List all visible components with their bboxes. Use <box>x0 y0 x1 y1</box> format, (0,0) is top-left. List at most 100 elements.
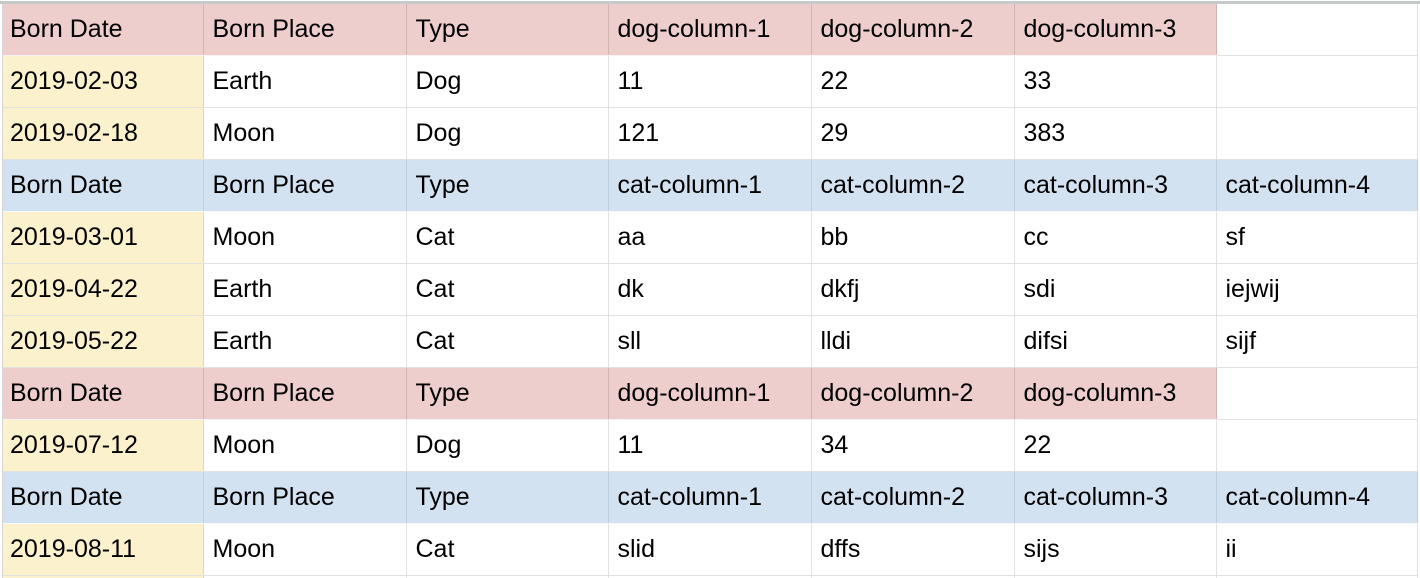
header-cell[interactable]: Type <box>406 471 609 524</box>
header-cell[interactable]: Born Place <box>203 4 407 56</box>
cell[interactable]: Earth <box>203 315 407 368</box>
table-row: 2019-04-22 Earth Cat dk dkfj sdi iejwij <box>3 263 1418 316</box>
cell[interactable]: difsi <box>1014 315 1217 368</box>
header-cell[interactable]: Type <box>406 4 609 56</box>
table-row: 2019-02-18 Moon Dog 121 29 383 <box>3 107 1418 160</box>
cell[interactable]: Earth <box>203 55 407 108</box>
cell[interactable]: 11 <box>608 55 812 108</box>
header-cell[interactable]: cat-column-3 <box>1014 471 1217 524</box>
cell[interactable]: Dog <box>406 107 609 160</box>
date-cell[interactable]: 2019-04-22 <box>3 263 204 316</box>
date-cell[interactable]: 2019-02-03 <box>3 55 204 108</box>
header-cell[interactable]: Born Date <box>3 159 204 212</box>
cell[interactable]: 22 <box>811 55 1015 108</box>
partial-cell <box>203 575 407 578</box>
date-cell[interactable]: 2019-03-01 <box>3 211 204 264</box>
cell[interactable]: Moon <box>203 419 407 472</box>
cell[interactable] <box>1216 55 1418 108</box>
cell[interactable]: sf <box>1216 211 1418 264</box>
partial-cell <box>1014 575 1217 578</box>
cell[interactable]: dffs <box>811 523 1015 576</box>
header-cell[interactable]: cat-column-4 <box>1216 471 1418 524</box>
cell[interactable]: 22 <box>1014 419 1217 472</box>
header-cell[interactable]: Type <box>406 159 609 212</box>
partial-cell <box>811 575 1015 578</box>
cell[interactable]: Moon <box>203 523 407 576</box>
header-cell[interactable]: dog-column-3 <box>1014 4 1217 56</box>
cell[interactable]: sijf <box>1216 315 1418 368</box>
partial-cell <box>3 575 204 578</box>
header-row-cat: Born Date Born Place Type cat-column-1 cat-c… <box>3 159 1418 212</box>
header-cell[interactable]: cat-column-3 <box>1014 159 1217 212</box>
left-gridline <box>2 4 3 578</box>
cell[interactable]: 11 <box>608 419 812 472</box>
cell[interactable]: dkfj <box>811 263 1015 316</box>
cell[interactable]: Cat <box>406 315 609 368</box>
header-cell[interactable]: dog-column-3 <box>1014 367 1217 420</box>
date-cell[interactable]: 2019-08-11 <box>3 523 204 576</box>
cell[interactable]: Moon <box>203 211 407 264</box>
date-cell[interactable]: 2019-02-18 <box>3 107 204 160</box>
header-cell[interactable]: Born Place <box>203 471 407 524</box>
header-cell[interactable]: cat-column-4 <box>1216 159 1418 212</box>
cell[interactable]: Moon <box>203 107 407 160</box>
header-row-dog: Born Date Born Place Type dog-column-1 dog-c… <box>3 367 1418 420</box>
cell[interactable]: 29 <box>811 107 1015 160</box>
table-row: 2019-07-12 Moon Dog 11 34 22 <box>3 419 1418 472</box>
table-row: 2019-03-01 Moon Cat aa bb cc sf <box>3 211 1418 264</box>
cell[interactable]: ii <box>1216 523 1418 576</box>
header-cell-empty[interactable] <box>1216 367 1418 420</box>
header-cell[interactable]: cat-column-1 <box>608 471 812 524</box>
table-row: 2019-08-11 Moon Cat slid dffs sijs ii <box>3 523 1418 576</box>
header-cell[interactable]: Type <box>406 367 609 420</box>
header-cell[interactable]: Born Date <box>3 4 204 56</box>
cell[interactable]: 33 <box>1014 55 1217 108</box>
date-cell[interactable]: 2019-07-12 <box>3 419 204 472</box>
header-cell[interactable]: dog-column-2 <box>811 4 1015 56</box>
header-cell-empty[interactable] <box>1216 4 1418 56</box>
frozen-row-divider <box>0 1 1420 4</box>
table-row: 2019-05-22 Earth Cat sll lldi difsi sijf <box>3 315 1418 368</box>
cell[interactable]: cc <box>1014 211 1217 264</box>
header-cell[interactable]: dog-column-1 <box>608 4 812 56</box>
cell[interactable]: 383 <box>1014 107 1217 160</box>
cell[interactable]: sll <box>608 315 812 368</box>
header-cell[interactable]: Born Place <box>203 367 407 420</box>
cell[interactable]: sdi <box>1014 263 1217 316</box>
header-cell[interactable]: Born Date <box>3 471 204 524</box>
header-cell[interactable]: cat-column-1 <box>608 159 812 212</box>
cell[interactable]: Cat <box>406 523 609 576</box>
cell[interactable]: 121 <box>608 107 812 160</box>
cell[interactable]: Cat <box>406 263 609 316</box>
data-table: Born Date Born Place Type dog-column-1 dog-c… <box>3 4 1418 578</box>
partial-cell <box>608 575 812 578</box>
partial-cell <box>406 575 609 578</box>
header-cell[interactable]: cat-column-2 <box>811 471 1015 524</box>
cell[interactable]: iejwij <box>1216 263 1418 316</box>
header-row-cat: Born Date Born Place Type cat-column-1 cat-c… <box>3 471 1418 524</box>
cell[interactable]: Dog <box>406 55 609 108</box>
cell[interactable]: Cat <box>406 211 609 264</box>
cell[interactable]: slid <box>608 523 812 576</box>
partial-row <box>3 575 1418 578</box>
header-cell[interactable]: dog-column-2 <box>811 367 1015 420</box>
cell[interactable]: aa <box>608 211 812 264</box>
cell[interactable]: dk <box>608 263 812 316</box>
cell[interactable] <box>1216 107 1418 160</box>
date-cell[interactable]: 2019-05-22 <box>3 315 204 368</box>
header-cell[interactable]: Born Date <box>3 367 204 420</box>
cell[interactable]: Dog <box>406 419 609 472</box>
cell[interactable]: Earth <box>203 263 407 316</box>
table-row: 2019-02-03 Earth Dog 11 22 33 <box>3 55 1418 108</box>
header-row-dog: Born Date Born Place Type dog-column-1 dog-c… <box>3 4 1418 56</box>
header-cell[interactable]: Born Place <box>203 159 407 212</box>
cell[interactable]: 34 <box>811 419 1015 472</box>
partial-cell <box>1216 575 1418 578</box>
cell[interactable] <box>1216 419 1418 472</box>
cell[interactable]: bb <box>811 211 1015 264</box>
header-cell[interactable]: dog-column-1 <box>608 367 812 420</box>
header-cell[interactable]: cat-column-2 <box>811 159 1015 212</box>
cell[interactable]: lldi <box>811 315 1015 368</box>
cell[interactable]: sijs <box>1014 523 1217 576</box>
